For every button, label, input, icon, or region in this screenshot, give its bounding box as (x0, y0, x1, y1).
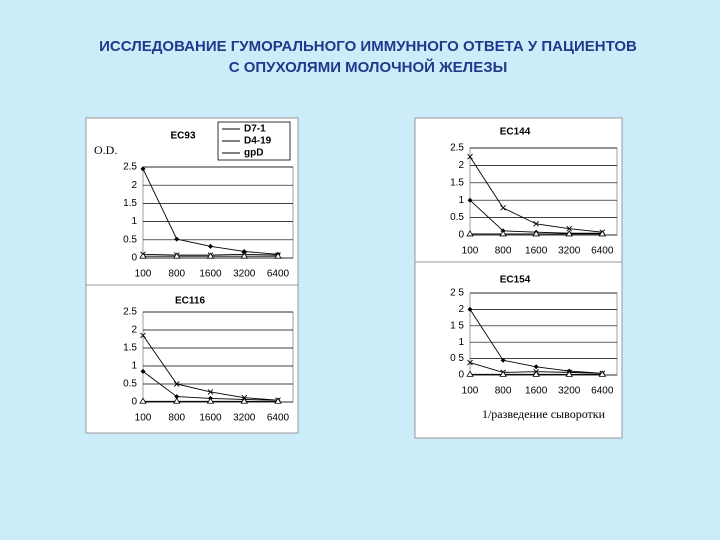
marker (499, 230, 507, 237)
marker (565, 230, 573, 237)
marker (139, 252, 147, 259)
marker (140, 332, 146, 339)
marker (174, 394, 180, 400)
x-tick-label: 100 (462, 386, 479, 397)
chart-title: EC144 (500, 127, 531, 138)
y-tick-label: 0.5 (123, 234, 137, 245)
marker (467, 306, 473, 312)
x-tick-label: 1600 (199, 413, 222, 424)
y-tick-label: 1 (458, 195, 464, 206)
y-tick-label: 1 5 (450, 320, 464, 331)
marker (532, 370, 540, 377)
marker (466, 370, 474, 377)
marker (500, 205, 506, 211)
marker (274, 397, 282, 404)
x-tick-label: 800 (168, 413, 185, 424)
marker (565, 370, 573, 377)
x-tick-label: 3200 (558, 246, 581, 257)
marker (274, 252, 282, 259)
x-tick-label: 1600 (525, 246, 548, 257)
marker (467, 153, 473, 160)
x-tick-label: 3200 (558, 386, 581, 397)
marker (500, 357, 506, 363)
y-tick-label: 1.5 (450, 177, 464, 188)
x-tick-label: 800 (495, 246, 512, 257)
marker (173, 397, 181, 404)
x-tick-label: 800 (495, 386, 512, 397)
y-tick-label: 2.5 (123, 162, 137, 173)
y-tick-label: 0 (458, 370, 464, 381)
chart-title: EC116 (175, 296, 205, 307)
x-tick-label: 3200 (233, 269, 256, 280)
marker (174, 236, 180, 242)
marker (206, 397, 215, 404)
y-tick-label: 1 (131, 216, 137, 227)
y-tick-label: 1 (458, 337, 464, 348)
marker (173, 252, 181, 259)
y-tick-label: 0 5 (450, 353, 464, 364)
x-tick-label: 1600 (525, 386, 548, 397)
y-tick-label: 0 (131, 397, 137, 408)
y-tick-label: 2 (131, 325, 137, 336)
x-tick-label: 100 (135, 269, 152, 280)
marker (208, 243, 213, 249)
marker (206, 252, 215, 259)
x-tick-label: 3200 (233, 413, 256, 424)
y-tick-label: 2 (458, 160, 464, 171)
x-tick-label: 800 (168, 269, 185, 280)
marker (173, 381, 180, 387)
marker (533, 221, 539, 227)
x-axis-label: 1/разведение сыворотки (482, 407, 606, 421)
marker (533, 364, 539, 370)
marker (566, 225, 573, 232)
y-tick-label: 2.5 (123, 307, 137, 318)
legend-label: gpD (244, 148, 263, 159)
marker (467, 197, 473, 203)
x-tick-label: 100 (135, 413, 152, 424)
marker (140, 166, 146, 172)
x-tick-label: 6400 (267, 413, 290, 424)
x-tick-label: 100 (462, 246, 479, 257)
marker (532, 230, 540, 237)
marker (467, 359, 473, 366)
marker (139, 397, 147, 404)
y-tick-label: 0.5 (450, 212, 464, 223)
y-tick-label: 2 (458, 304, 464, 315)
chart-title: EC93 (170, 131, 195, 142)
x-tick-label: 6400 (591, 386, 614, 397)
marker (466, 230, 474, 237)
marker (598, 230, 607, 237)
panel (414, 261, 623, 439)
marker (598, 370, 607, 377)
x-tick-label: 1600 (199, 269, 222, 280)
marker (207, 389, 214, 395)
marker (499, 370, 507, 377)
panel (414, 117, 623, 263)
slide-title: С ОПУХОЛЯМИ МОЛОЧНОЙ ЖЕЛЕЗЫ (229, 58, 508, 76)
marker (240, 397, 248, 404)
x-tick-label: 6400 (267, 269, 290, 280)
legend-label: D7-1 (244, 124, 266, 135)
slide-title: ИССЛЕДОВАНИЕ ГУМОРАЛЬНОГО ИММУННОГО ОТВЕ… (99, 38, 637, 55)
y-axis-label: O.D. (94, 143, 117, 157)
marker (140, 368, 146, 374)
y-tick-label: 1.5 (123, 343, 137, 354)
legend-label: D4-19 (244, 136, 272, 147)
panel (85, 284, 299, 434)
chart-title: EC154 (500, 275, 531, 286)
marker (240, 252, 248, 259)
y-tick-label: 2.5 (450, 143, 464, 154)
y-tick-label: 2 (131, 180, 137, 191)
y-tick-label: 0 (458, 230, 464, 241)
x-tick-label: 6400 (591, 246, 614, 257)
y-tick-label: 1 (131, 361, 137, 372)
y-tick-label: 1.5 (123, 198, 137, 209)
y-tick-label: 2 5 (450, 288, 464, 299)
y-tick-label: 0 (131, 253, 137, 264)
y-tick-label: 0.5 (123, 379, 137, 390)
